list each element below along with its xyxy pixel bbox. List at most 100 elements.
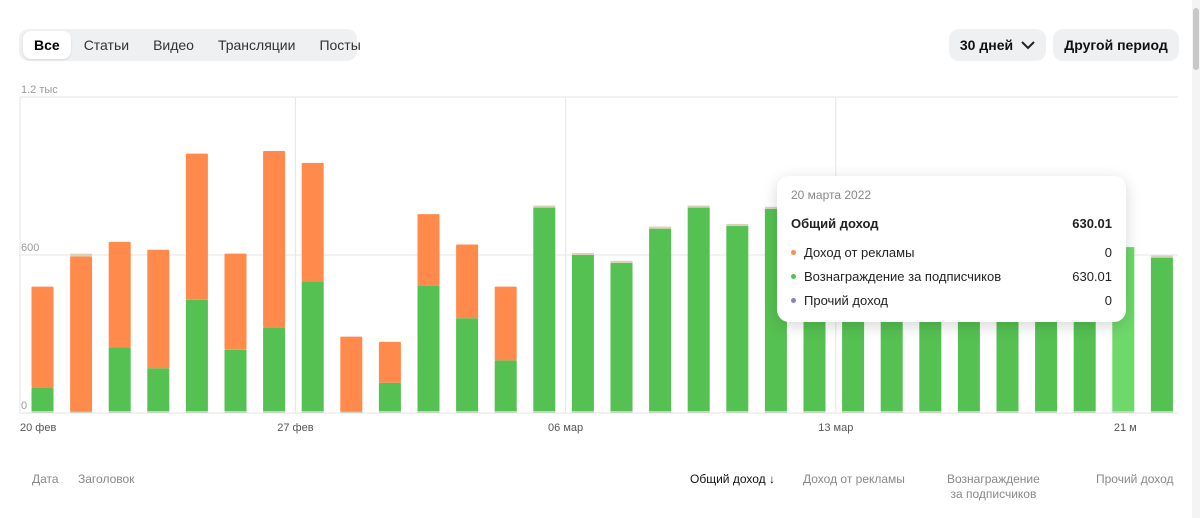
- tab-posts[interactable]: Посты: [319, 37, 361, 53]
- bar-baseline: [224, 411, 247, 413]
- bar-baseline: [880, 411, 903, 413]
- bar-group: [263, 150, 286, 413]
- chart-tooltip: 20 марта 2022 Общий доход 630.01 Доход о…: [777, 176, 1126, 322]
- bar-baseline: [610, 411, 633, 413]
- bar-baseline: [803, 411, 826, 413]
- tooltip-row-value: 0: [1104, 245, 1112, 260]
- bar-baseline: [1150, 411, 1173, 413]
- bar-group: [610, 260, 633, 413]
- bar-subscribers: [494, 360, 517, 411]
- period-dropdown-label: 30 дней: [959, 37, 1014, 53]
- bar-baseline: [340, 411, 363, 413]
- bar-baseline: [996, 411, 1019, 413]
- bar-ads: [31, 286, 54, 388]
- tab-video[interactable]: Видео: [153, 37, 194, 53]
- bar-group: [649, 226, 672, 413]
- bar-baseline: [571, 411, 594, 413]
- bar-ads: [340, 336, 363, 412]
- content-type-tabs: Все Статьи Видео Трансляции Посты: [19, 29, 361, 61]
- bar-group: [533, 205, 556, 413]
- y-tick-label: 1.2 тыс: [21, 84, 58, 96]
- bar-baseline: [301, 411, 324, 413]
- bar-group: [224, 253, 247, 413]
- column-total-revenue[interactable]: Общий доход ↓: [690, 472, 775, 486]
- bar-baseline: [31, 411, 54, 413]
- bar-subscribers: [378, 382, 401, 411]
- y-tick-label: 0: [21, 400, 27, 412]
- bar-ads: [224, 253, 247, 350]
- bar-subscribers: [726, 226, 749, 411]
- tooltip-date: 20 марта 2022: [791, 188, 872, 202]
- bar-group: [31, 286, 54, 413]
- bar-group: [494, 286, 517, 413]
- bar-other: [70, 253, 93, 257]
- x-tick-label: 13 мар: [818, 422, 853, 434]
- subs-dot-icon: [791, 274, 796, 279]
- scrollbar-thumb[interactable]: [1193, 8, 1199, 70]
- bar-baseline: [764, 411, 787, 413]
- bar-baseline: [842, 411, 865, 413]
- column-subscriber-reward[interactable]: Вознаграждение за подписчиков: [947, 472, 1040, 502]
- column-title[interactable]: Заголовок: [78, 472, 135, 486]
- bar-other: [649, 226, 672, 229]
- tooltip-total-row: Общий доход 630.01: [791, 216, 1112, 231]
- other-period-button[interactable]: Другой период: [1053, 29, 1179, 61]
- bar-subscribers: [571, 255, 594, 411]
- bar-other: [610, 260, 633, 263]
- bar-subscribers: [649, 228, 672, 411]
- column-other-revenue[interactable]: Прочий доход: [1096, 472, 1174, 486]
- bar-subscribers: [147, 368, 170, 411]
- page-scrollbar[interactable]: [1192, 0, 1200, 518]
- tab-articles[interactable]: Статьи: [83, 37, 130, 53]
- tooltip-total-value: 630.01: [1072, 216, 1112, 231]
- bar-other: [764, 206, 787, 209]
- x-tick-label: 06 мар: [548, 422, 583, 434]
- bar-subscribers: [533, 207, 556, 411]
- bar-baseline: [533, 411, 556, 413]
- column-ads-revenue[interactable]: Доход от рекламы: [803, 472, 905, 486]
- bar-group: [1150, 255, 1173, 413]
- bar-baseline: [185, 411, 208, 413]
- bar-group: [185, 153, 208, 413]
- bar-other: [1150, 255, 1173, 258]
- tab-streams[interactable]: Трансляции: [217, 37, 296, 53]
- tooltip-row-value: 630.01: [1072, 269, 1112, 284]
- x-tick-label: 27 фев: [277, 422, 313, 434]
- x-tick-label: 20 фев: [20, 422, 56, 434]
- bar-group: [456, 244, 479, 413]
- bar-ads: [417, 214, 440, 286]
- tooltip-row-label: Прочий доход: [804, 293, 888, 308]
- bar-group: [687, 205, 710, 413]
- tab-all[interactable]: Все: [23, 31, 71, 59]
- bar-subscribers: [1150, 257, 1173, 411]
- period-dropdown[interactable]: 30 дней: [949, 29, 1046, 61]
- bar-ads: [378, 341, 401, 383]
- bar-other: [726, 223, 749, 227]
- tooltip-row-ads: Доход от рекламы 0: [791, 245, 1112, 260]
- column-date[interactable]: Дата: [32, 472, 59, 486]
- bar-group: [417, 214, 440, 413]
- x-tick-label: 21 м: [1114, 422, 1137, 434]
- bar-subscribers: [687, 207, 710, 411]
- bar-ads: [147, 249, 170, 369]
- ads-dot-icon: [791, 250, 796, 255]
- bar-baseline: [1112, 411, 1135, 413]
- bar-subscribers: [417, 285, 440, 411]
- bar-group: [726, 223, 749, 413]
- bar-group: [147, 249, 170, 413]
- bar-ads: [301, 162, 324, 282]
- bar-group: [571, 252, 594, 413]
- bar-ads: [108, 241, 131, 348]
- bar-subscribers: [224, 349, 247, 411]
- bar-baseline: [957, 411, 980, 413]
- bar-group: [70, 253, 93, 413]
- bar-ads: [263, 150, 286, 328]
- column-subscriber-reward-line1: Вознаграждение: [947, 472, 1040, 486]
- bar-baseline: [726, 411, 749, 413]
- bar-ads: [456, 244, 479, 319]
- bar-baseline: [649, 411, 672, 413]
- bar-group: [378, 341, 401, 413]
- bar-subscribers: [610, 262, 633, 411]
- chevron-down-icon: [1021, 37, 1035, 53]
- tooltip-row-subs: Вознаграждение за подписчиков 630.01: [791, 269, 1112, 284]
